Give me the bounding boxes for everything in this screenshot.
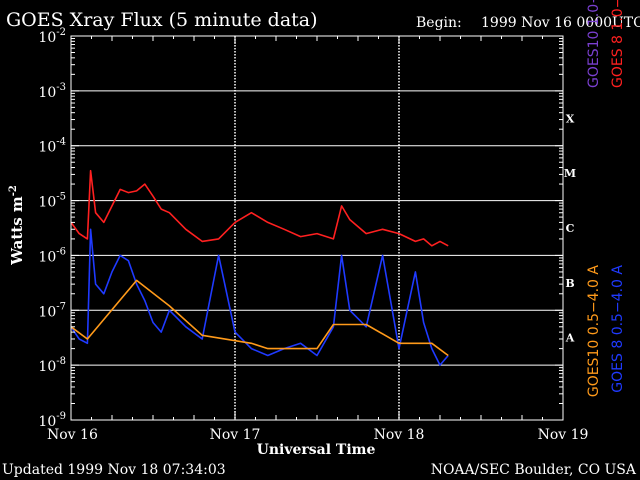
- series-line-goes10-0-5-4-0-a: [70, 279, 449, 357]
- begin-label: Begin:: [416, 15, 462, 31]
- y-tick-exponent: -6: [56, 246, 66, 257]
- legend-item: GOES 8 0.5−4.0 A: [610, 265, 626, 393]
- updated-text: Updated 1999 Nov 18 07:34:03: [2, 462, 226, 478]
- y-tick-label: 10-9: [38, 411, 66, 430]
- chart-title: GOES Xray Flux (5 minute data): [6, 9, 318, 31]
- flare-class-c: C: [566, 222, 575, 235]
- legend-item: GOES10 0.5−4.0 A: [586, 265, 602, 398]
- y-tick-label: 10-3: [38, 82, 66, 101]
- x-tick-label: Nov 17: [210, 427, 261, 443]
- legend-item: GOES10 1.0−8.0 A: [586, 0, 602, 88]
- y-tick-exponent: -3: [56, 82, 66, 93]
- data-series: [70, 169, 449, 366]
- credit-text: NOAA/SEC Boulder, CO USA: [431, 462, 637, 478]
- y-tick-exponent: -8: [56, 356, 66, 367]
- flare-class-m: M: [564, 167, 576, 180]
- y-tick-base: 10: [38, 85, 56, 101]
- y-tick-base: 10: [38, 249, 56, 265]
- y-tick-exponent: -9: [56, 411, 66, 422]
- flare-class-a: A: [565, 332, 575, 345]
- y-tick-label: 10-4: [38, 137, 66, 156]
- y-tick-base: 10: [38, 414, 56, 430]
- y-tick-label: 10-6: [38, 246, 66, 265]
- y-tick-exponent: -5: [56, 192, 66, 203]
- y-axis-label-text: Watts m: [8, 196, 26, 266]
- legend: GOES10 1.0−8.0 A GOES 8 1.0−8.0 A GOES10 0…: [586, 0, 626, 397]
- x-tick-label: Nov 19: [538, 427, 589, 443]
- flare-class-b: B: [565, 277, 574, 290]
- y-tick-label: 10-5: [38, 192, 66, 211]
- grid: [71, 36, 563, 420]
- y-tick-label: 10-7: [38, 301, 66, 320]
- y-tick-base: 10: [38, 359, 56, 375]
- flare-class-x: X: [566, 112, 575, 125]
- y-tick-base: 10: [38, 30, 56, 46]
- y-tick-base: 10: [38, 140, 56, 156]
- plot-frame: [70, 35, 564, 421]
- y-axis-label-exponent: -2: [8, 185, 19, 196]
- y-tick-exponent: -7: [56, 301, 66, 312]
- x-tick-label: Nov 18: [374, 427, 425, 443]
- y-tick-exponent: -2: [56, 27, 66, 38]
- y-tick-base: 10: [38, 304, 56, 320]
- x-tick-label: Nov 16: [47, 427, 98, 443]
- flare-class-labels: X M C B A: [564, 112, 576, 344]
- y-tick-label: 10-2: [38, 27, 66, 46]
- legend-item: GOES 8 1.0−8.0 A: [610, 0, 626, 88]
- x-axis-label: Universal Time: [257, 442, 376, 458]
- series-line-goes-8-0-5-4-0-a: [70, 228, 449, 366]
- begin-value: 1999 Nov 16 0000UTC: [481, 15, 640, 31]
- y-tick-base: 10: [38, 195, 56, 211]
- y-tick-exponent: -4: [56, 137, 66, 148]
- series-line-goes-8-1-0-8-0-a: [70, 169, 449, 247]
- y-axis-label: Watts m-2: [8, 185, 26, 266]
- y-tick-label: 10-8: [38, 356, 66, 375]
